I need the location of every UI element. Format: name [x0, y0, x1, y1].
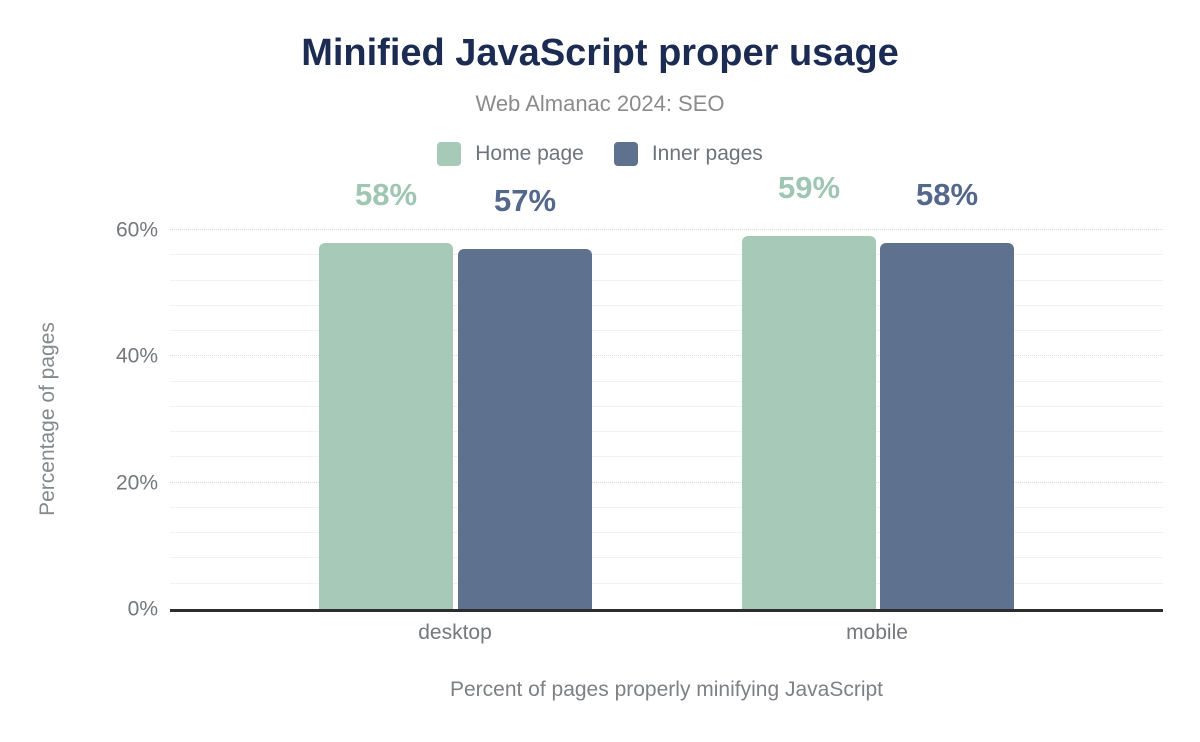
y-axis-ticks: 0% 20% 40% 60%: [0, 220, 158, 620]
legend-label-inner-pages: Inner pages: [651, 142, 763, 165]
gridline: [170, 304, 1163, 306]
plot-area: 58% 57% 59% 58%: [170, 170, 1163, 612]
value-label-mobile-home-page: 59%: [777, 170, 841, 206]
bar-desktop-home-page[interactable]: 58%: [319, 177, 453, 609]
gridline: [170, 456, 1163, 458]
legend-swatch-inner-pages-icon: [613, 142, 638, 166]
x-category-desktop: desktop: [418, 621, 492, 644]
gridline: [170, 481, 1163, 483]
y-tick-label: 40%: [115, 344, 158, 368]
gridline: [170, 532, 1163, 534]
gridline: [170, 254, 1163, 256]
gridline: [170, 557, 1163, 559]
value-label-desktop-inner-pages: 57%: [493, 182, 557, 218]
chart-title: Minified JavaScript proper usage: [301, 32, 899, 74]
value-label-mobile-inner-pages: 58%: [915, 176, 979, 212]
gridline: [170, 355, 1163, 357]
x-axis-caption: Percent of pages properly minifying Java…: [449, 678, 884, 701]
chart-subtitle: Web Almanac 2024: SEO: [475, 91, 725, 116]
gridline: [170, 582, 1163, 584]
gridline: [170, 380, 1163, 382]
bar-desktop-inner-pages[interactable]: 57%: [458, 183, 592, 609]
legend-item-home-page[interactable]: Home page: [437, 142, 584, 166]
y-tick-label: 0%: [127, 597, 158, 621]
legend-swatch-home-page-icon: [437, 142, 462, 166]
legend-label-home-page: Home page: [475, 142, 584, 165]
value-label-desktop-home-page: 58%: [354, 176, 418, 212]
gridline: [170, 279, 1163, 281]
x-category-mobile: mobile: [846, 621, 908, 644]
y-tick-label: 20%: [115, 471, 158, 495]
gridline: [170, 506, 1163, 508]
y-tick-label: 60%: [115, 218, 158, 242]
bar-mobile-inner-pages[interactable]: 58%: [880, 177, 1014, 609]
legend-item-inner-pages[interactable]: Inner pages: [613, 142, 763, 166]
gridline: [170, 431, 1163, 433]
legend: Home page Inner pages: [0, 142, 1200, 166]
gridline: [170, 229, 1163, 230]
bar-mobile-home-page[interactable]: 59%: [742, 170, 876, 609]
gridline: [170, 330, 1163, 332]
gridline: [170, 405, 1163, 407]
